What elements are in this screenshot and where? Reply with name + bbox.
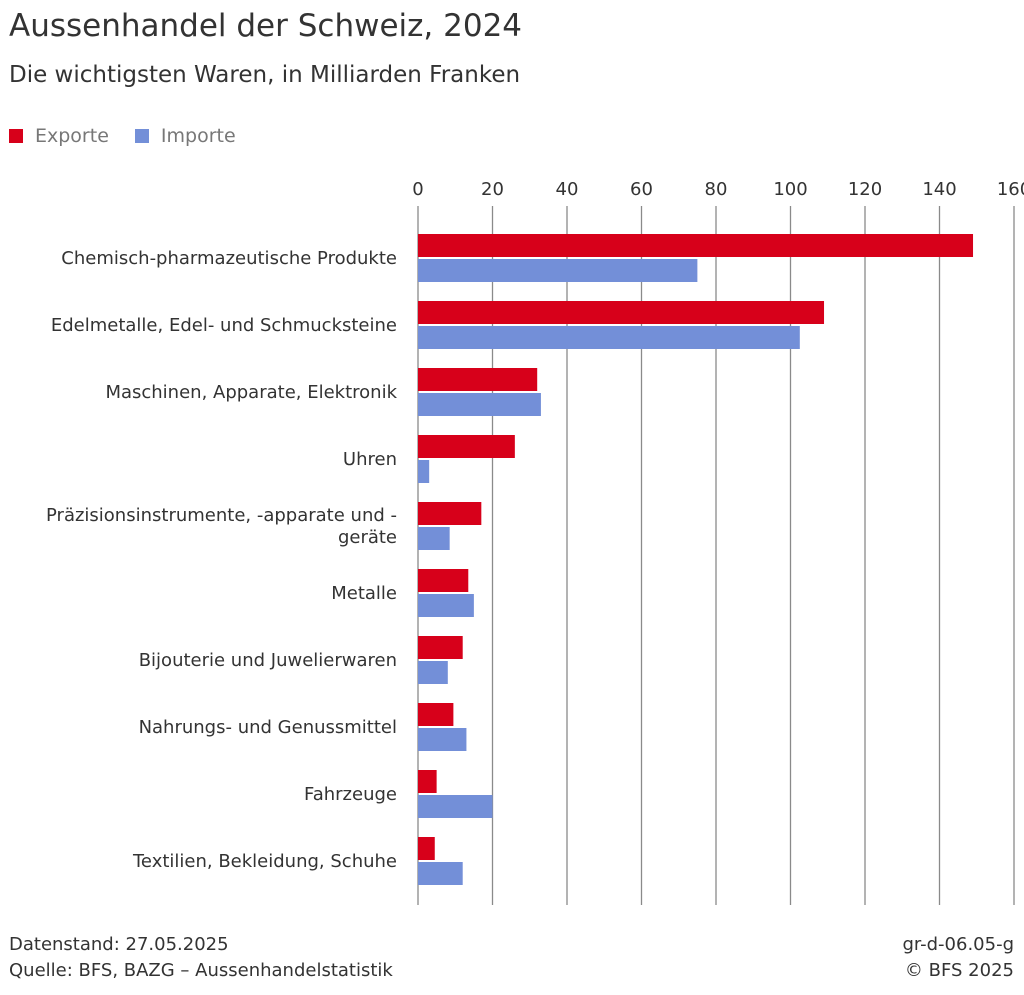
bar-exports: [418, 837, 435, 860]
category-label: Nahrungs- und Genussmittel: [139, 717, 397, 738]
category-label: Edelmetalle, Edel- und Schmucksteine: [51, 315, 397, 336]
bar-imports: [418, 326, 800, 349]
bar-imports: [418, 393, 541, 416]
bar-imports: [418, 795, 493, 818]
footer-right: gr-d-06.05-g © BFS 2025: [902, 932, 1014, 984]
x-tick-label: 40: [556, 179, 579, 200]
x-tick-label: 100: [773, 179, 807, 200]
x-tick-label: 120: [848, 179, 882, 200]
legend-item-exports: Exporte: [9, 125, 109, 147]
copyright-note: © BFS 2025: [904, 960, 1014, 981]
legend-swatch-exports: [9, 129, 23, 143]
chart-title: Aussenhandel der Schweiz, 2024: [9, 8, 523, 44]
bar-imports: [418, 862, 463, 885]
x-tick-label: 140: [922, 179, 956, 200]
x-tick-label: 0: [412, 179, 423, 200]
category-label: Maschinen, Apparate, Elektronik: [105, 382, 397, 403]
category-label: Metalle: [331, 583, 397, 604]
bar-imports: [418, 661, 448, 684]
bar-exports: [418, 502, 482, 525]
chart-code: gr-d-06.05-g: [902, 934, 1014, 955]
bar-imports: [418, 594, 474, 617]
category-label: Chemisch-pharmazeutische Produkte: [61, 248, 397, 269]
x-tick-label: 60: [630, 179, 653, 200]
legend: Exporte Importe: [9, 125, 262, 147]
chart-subtitle: Die wichtigsten Waren, in Milliarden Fra…: [9, 62, 521, 88]
legend-label-exports: Exporte: [35, 125, 109, 147]
category-label: Textilien, Bekleidung, Schuhe: [132, 851, 397, 872]
x-tick-label: 80: [705, 179, 728, 200]
category-label: Uhren: [343, 449, 397, 470]
bar-imports: [418, 527, 450, 550]
bar-exports: [418, 435, 515, 458]
bar-imports: [418, 728, 467, 751]
bar-imports: [418, 259, 698, 282]
bar-exports: [418, 770, 437, 793]
bar-exports: [418, 569, 469, 592]
footer-left: Datenstand: 27.05.2025 Quelle: BFS, BAZG…: [9, 932, 393, 984]
bar-exports: [418, 368, 538, 391]
legend-item-imports: Importe: [134, 125, 236, 147]
legend-label-imports: Importe: [160, 125, 236, 147]
bar-exports: [418, 301, 825, 324]
bar-exports: [418, 703, 454, 726]
x-tick-label: 20: [481, 179, 504, 200]
bar-imports: [418, 460, 430, 483]
bar-exports: [418, 234, 974, 257]
data-status: Datenstand: 27.05.2025: [9, 934, 229, 955]
category-label: Fahrzeuge: [304, 784, 397, 805]
bar-exports: [418, 636, 463, 659]
legend-swatch-imports: [134, 129, 149, 143]
category-label: geräte: [338, 527, 397, 548]
x-tick-label: 160: [997, 179, 1024, 200]
category-label: Bijouterie und Juwelierwaren: [139, 650, 397, 671]
bar-chart: 0 20 40 60 80 100 120 140 160 Chemisch-pharmazeut…: [46, 179, 1024, 905]
source-note: Quelle: BFS, BAZG – Aussenhandelstatisti…: [9, 960, 393, 981]
category-label: Präzisionsinstrumente, -apparate und -: [46, 505, 397, 526]
